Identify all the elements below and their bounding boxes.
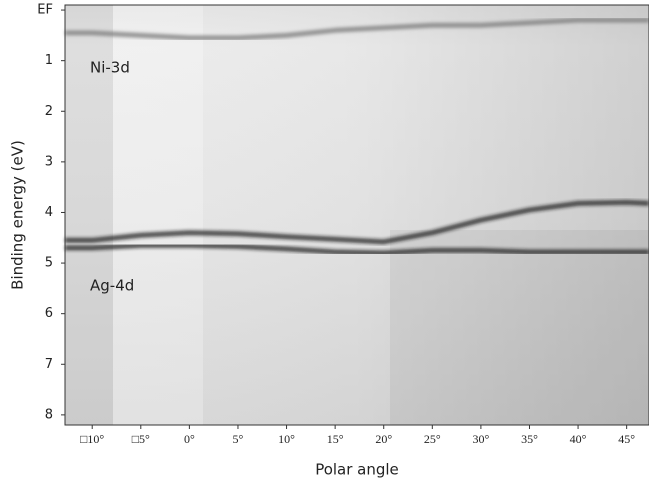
plot-stripe <box>65 5 113 425</box>
y-tick-label: 3 <box>45 154 53 169</box>
x-tick-label: 30° <box>472 432 489 446</box>
plot-frame <box>64 4 649 426</box>
y-tick-label: 7 <box>45 357 53 372</box>
y-axis-title: Binding energy (eV) <box>9 140 27 290</box>
x-tick-label: □5° <box>132 432 150 446</box>
bands <box>65 17 649 256</box>
x-tick-label: 35° <box>521 432 538 446</box>
y-tick-label: 8 <box>45 407 53 422</box>
x-tick-label: 5° <box>233 432 244 446</box>
x-axis-title: Polar angle <box>315 461 399 479</box>
y-tick-label: 6 <box>45 306 53 321</box>
y-tick-label: 5 <box>45 256 53 271</box>
x-tick-label: 25° <box>424 432 441 446</box>
x-tick-label: 40° <box>570 432 587 446</box>
plot-stripe <box>113 5 203 425</box>
plot-shade <box>65 5 649 425</box>
y-tick-label: 2 <box>45 104 53 119</box>
x-tick-label: 10° <box>278 432 295 446</box>
x-tick-label: □10° <box>80 432 104 446</box>
x-tick-label: 45° <box>618 432 635 446</box>
plot-stripe <box>390 230 649 425</box>
annotation: Ni-3d <box>90 59 130 77</box>
x-tick-label: 20° <box>375 432 392 446</box>
annotation: Ag-4d <box>90 277 134 295</box>
band-line <box>65 199 649 245</box>
band-line <box>65 242 649 256</box>
y-tick-label: EF <box>37 3 53 18</box>
band-line <box>65 17 649 41</box>
x-tick-label: 0° <box>184 432 195 446</box>
x-tick-label: 15° <box>327 432 344 446</box>
y-tick-label: 1 <box>45 53 53 68</box>
y-tick-label: 4 <box>45 205 53 220</box>
